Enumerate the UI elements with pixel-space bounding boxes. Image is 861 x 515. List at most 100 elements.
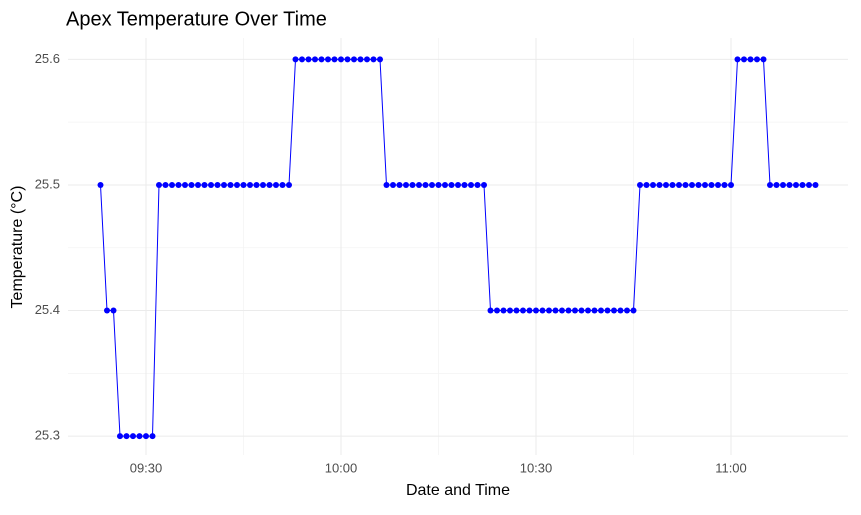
data-point (188, 181, 195, 188)
data-point (201, 181, 208, 188)
data-point (520, 307, 526, 314)
data-point (689, 181, 695, 188)
data-point (812, 181, 819, 188)
data-point (455, 181, 461, 188)
data-point (175, 181, 182, 188)
data-point (728, 181, 734, 188)
data-point (715, 181, 721, 188)
data-point (260, 181, 266, 188)
x-tick-label: 10:30 (520, 460, 553, 475)
data-point (780, 181, 786, 188)
data-point (279, 181, 286, 188)
data-point (539, 307, 546, 314)
data-point (500, 307, 507, 314)
data-point (637, 181, 643, 188)
data-point (344, 56, 351, 63)
data-point (708, 181, 715, 188)
data-point (130, 433, 136, 440)
data-point (754, 56, 760, 63)
data-point (786, 181, 793, 188)
data-point (247, 181, 253, 188)
data-point (97, 181, 104, 188)
data-point (390, 181, 396, 188)
data-point (773, 181, 780, 188)
data-point (370, 56, 377, 63)
data-point (767, 181, 773, 188)
data-point (143, 433, 149, 440)
data-point (292, 56, 299, 63)
data-point (227, 181, 234, 188)
y-tick-label: 25.3 (35, 428, 60, 443)
y-axis-label: Temperature (°C) (9, 186, 26, 309)
data-point (695, 181, 702, 188)
data-point (669, 181, 676, 188)
data-point (507, 307, 513, 314)
data-point (377, 56, 383, 63)
data-point (149, 433, 156, 440)
data-point (611, 307, 617, 314)
data-point (578, 307, 585, 314)
data-point (208, 181, 214, 188)
y-tick-label: 25.5 (35, 176, 60, 191)
data-point (429, 181, 435, 188)
data-point (403, 181, 409, 188)
data-point (312, 56, 318, 63)
data-point (533, 307, 539, 314)
data-point (461, 181, 468, 188)
data-point (760, 56, 767, 63)
data-point (513, 307, 520, 314)
data-point (617, 307, 624, 314)
data-point (598, 307, 604, 314)
data-point (305, 56, 312, 63)
data-point (396, 181, 403, 188)
data-point (110, 307, 117, 314)
data-point (656, 181, 663, 188)
data-point (682, 181, 689, 188)
data-point (448, 181, 455, 188)
data-point (565, 307, 572, 314)
x-tick-label: 10:00 (325, 460, 358, 475)
data-point (331, 56, 338, 63)
data-point (650, 181, 656, 188)
data-point (585, 307, 591, 314)
data-point (806, 181, 812, 188)
data-point (734, 56, 741, 63)
data-point (253, 181, 260, 188)
data-point (123, 433, 130, 440)
data-point (604, 307, 611, 314)
data-point (546, 307, 552, 314)
data-point (214, 181, 221, 188)
x-tick-label: 09:30 (130, 460, 163, 475)
data-point (494, 307, 500, 314)
data-point (286, 181, 292, 188)
data-point (266, 181, 273, 188)
data-point (468, 181, 474, 188)
data-point (338, 56, 344, 63)
data-point (325, 56, 331, 63)
data-point (741, 56, 747, 63)
data-point (273, 181, 279, 188)
data-point (383, 181, 390, 188)
data-point (240, 181, 247, 188)
data-point (104, 307, 110, 314)
data-point (182, 181, 188, 188)
data-point (663, 181, 669, 188)
data-point (630, 307, 637, 314)
data-point (169, 181, 175, 188)
data-point (299, 56, 305, 63)
data-point (435, 181, 442, 188)
data-point (624, 307, 630, 314)
data-point (591, 307, 598, 314)
x-tick-label: 11:00 (715, 460, 747, 475)
data-point (559, 307, 565, 314)
data-point (156, 181, 162, 188)
data-point (487, 307, 494, 314)
data-point (318, 56, 325, 63)
data-point (422, 181, 429, 188)
data-point (162, 181, 169, 188)
data-point (526, 307, 533, 314)
data-point (357, 56, 364, 63)
data-point (416, 181, 422, 188)
